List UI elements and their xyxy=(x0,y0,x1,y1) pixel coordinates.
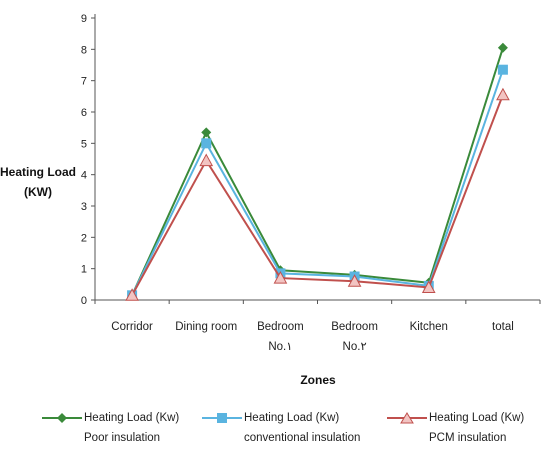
y-axis-title: Heating Load (KW) xyxy=(0,165,76,199)
legend-marker-pcm-icon xyxy=(387,412,427,424)
data-point xyxy=(125,288,139,301)
y-tick-label: 8 xyxy=(81,44,87,56)
data-point xyxy=(201,127,212,138)
legend-marker-poor-icon xyxy=(42,413,82,423)
data-point xyxy=(497,42,508,53)
series-line xyxy=(131,69,504,296)
chart-canvas: 0 1 2 3 4 5 6 7 8 9 Corridor Dining room Bedroom No.١… xyxy=(0,13,541,387)
legend-item-pcm: Heating Load (Kw) PCM insulation xyxy=(385,408,551,458)
legend-label-conventional-line1: Heating Load (Kw) xyxy=(244,412,340,424)
y-tick-label: 4 xyxy=(81,170,87,182)
legend-marker-conventional-icon xyxy=(202,413,242,423)
y-tick-label: 3 xyxy=(81,201,87,213)
series-0 xyxy=(127,42,508,301)
x-tick-label: Kitchen xyxy=(410,321,448,333)
data-point xyxy=(199,153,214,167)
data-point xyxy=(347,274,362,287)
data-point xyxy=(421,280,436,293)
x-tick-label: Bedroom No.١ xyxy=(257,321,304,353)
y-tick-label: 0 xyxy=(81,295,87,307)
legend-label-poor-line1: Heating Load (Kw) xyxy=(84,412,180,424)
series-2 xyxy=(125,87,510,301)
x-tick-label: total xyxy=(492,321,514,333)
data-point xyxy=(201,138,212,149)
y-tick-label: 2 xyxy=(81,232,87,244)
legend-label-poor-line2: Poor insulation xyxy=(84,432,161,444)
y-tick-label: 1 xyxy=(81,264,87,276)
x-axis-title: Zones xyxy=(300,373,336,387)
x-tick-label: Corridor xyxy=(111,321,153,333)
series-line xyxy=(131,47,504,296)
legend-label-pcm-line1: Heating Load (Kw) xyxy=(429,412,525,424)
y-tick-label: 6 xyxy=(81,107,87,119)
legend-item-poor: Heating Load (Kw) Poor insulation xyxy=(40,408,210,458)
data-point xyxy=(497,64,508,75)
legend-label-pcm-line2: PCM insulation xyxy=(429,432,507,444)
y-tick-label: 9 xyxy=(81,13,87,25)
y-tick-label: 7 xyxy=(81,76,87,88)
legend-item-conventional: Heating Load (Kw) conventional insulatio… xyxy=(200,408,370,458)
x-tick-label: Dining room xyxy=(175,321,237,333)
data-point xyxy=(273,271,288,284)
x-tick-label: Bedroom No.٢ xyxy=(331,321,378,353)
legend-label-conventional-line2: conventional insulation xyxy=(244,432,361,444)
series-line xyxy=(131,94,504,296)
legend: Heating Load (Kw) Poor insulation Heatin… xyxy=(40,408,540,458)
data-point xyxy=(496,87,510,101)
y-tick-label: 5 xyxy=(81,138,87,150)
